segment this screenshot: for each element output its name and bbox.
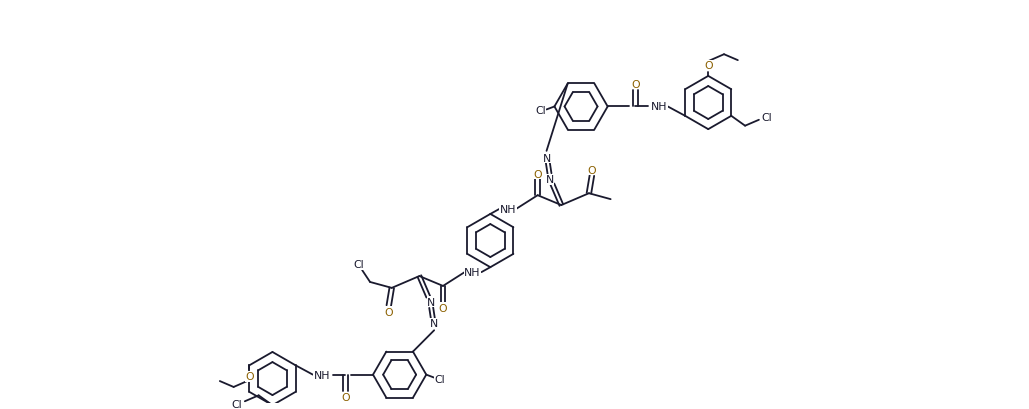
Text: O: O: [704, 61, 712, 71]
Text: O: O: [533, 169, 542, 179]
Text: NH: NH: [314, 370, 330, 380]
Text: N: N: [545, 175, 554, 185]
Text: O: O: [341, 392, 350, 402]
Text: N: N: [542, 153, 551, 163]
Text: Cl: Cl: [535, 106, 546, 116]
Text: O: O: [385, 307, 393, 317]
Text: Cl: Cl: [353, 260, 363, 270]
Text: N: N: [427, 297, 435, 307]
Text: Cl: Cl: [232, 399, 242, 409]
Text: N: N: [430, 319, 438, 328]
Text: O: O: [245, 371, 254, 381]
Text: Cl: Cl: [761, 112, 772, 123]
Text: NH: NH: [650, 102, 667, 112]
Text: NH: NH: [464, 267, 481, 277]
Text: O: O: [631, 80, 640, 90]
Text: O: O: [438, 303, 448, 313]
Text: NH: NH: [500, 204, 517, 214]
Text: Cl: Cl: [434, 374, 446, 384]
Text: O: O: [588, 165, 596, 175]
